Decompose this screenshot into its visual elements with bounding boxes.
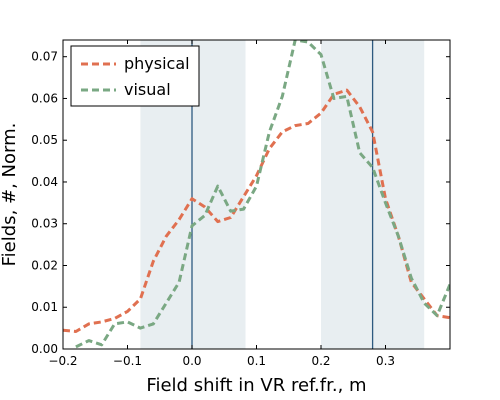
y-tick-label: 0.00: [31, 342, 58, 356]
x-tick-label: 0.1: [247, 354, 266, 368]
legend-label-physical: physical: [124, 54, 190, 73]
legend-box: [70, 45, 200, 107]
y-tick-label: 0.05: [31, 133, 58, 147]
y-axis-label: Fields, #, Norm.: [0, 123, 20, 267]
y-tick-label: 0.01: [31, 300, 58, 314]
x-tick-label: 0.3: [376, 354, 395, 368]
legend: physical visual: [70, 45, 200, 107]
series-line-physical: [63, 88, 450, 333]
x-tick-label: 0.0: [182, 354, 201, 368]
y-tick-label: 0.04: [31, 175, 58, 189]
y-tick-label: 0.07: [31, 50, 58, 64]
y-tick-label: 0.03: [31, 217, 58, 231]
x-tick-label: 0.2: [311, 354, 330, 368]
y-tick-label: 0.02: [31, 258, 58, 272]
x-tick-label: −0.1: [113, 354, 142, 368]
legend-label-visual: visual: [124, 80, 171, 99]
series-lines: [63, 40, 450, 349]
x-axis-ticks: −0.2 −0.1 0.0 0.1 0.2 0.3: [48, 40, 395, 368]
y-tick-label: 0.06: [31, 91, 58, 105]
x-axis-label: Field shift in VR ref.fr., m: [146, 375, 366, 396]
series-line-visual: [75, 40, 450, 349]
x-tick-label: −0.2: [48, 354, 77, 368]
y-axis-ticks: 0.00 0.01 0.02 0.03 0.04 0.05 0.06 0.07: [31, 50, 450, 356]
